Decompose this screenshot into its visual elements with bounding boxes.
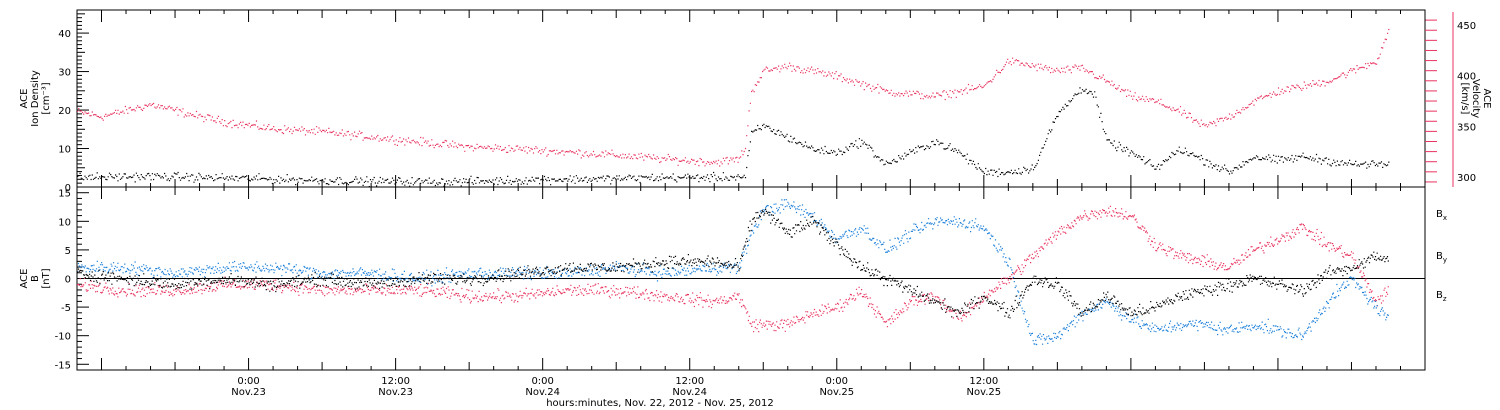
legend-bx: Bx (1436, 209, 1447, 222)
density-tick-label: 0 (65, 183, 71, 194)
b-axis-label-line: ACE (19, 269, 30, 289)
velocity-tick-label: 350 (1457, 122, 1476, 133)
density-tick-label: 40 (58, 29, 71, 40)
density-series-points (77, 87, 1390, 188)
bx-series-points (77, 208, 1389, 319)
x-tick-date: Nov.23 (378, 387, 413, 398)
density-axis-label-line: Ion Density (30, 70, 41, 127)
x-tick-date: Nov.25 (967, 387, 1002, 398)
velocity-series-points (77, 28, 1390, 167)
b-tick-label: 5 (65, 246, 71, 257)
velocity-tick-label: 450 (1457, 21, 1476, 32)
b-axis-label-line: [nT] (41, 268, 52, 288)
legend-by: By (1436, 251, 1447, 264)
x-tick-date: Nov.24 (672, 387, 707, 398)
x-tick-date: Nov.24 (525, 387, 560, 398)
velocity-axis-label-line: Velocity (1470, 79, 1481, 118)
legend-main: B (1436, 290, 1443, 301)
b-axis-label-line: B (30, 275, 41, 282)
density-axis-title: ACE Ion Density [cm⁻³] (19, 70, 52, 127)
x-tick-time: 12:00 (675, 376, 704, 387)
velocity-tick-label: 400 (1457, 72, 1476, 83)
bx-series (77, 208, 1389, 319)
x-tick-time: 12:00 (381, 376, 410, 387)
x-tick-time: 0:00 (826, 376, 848, 387)
density-tick-label: 10 (58, 145, 71, 156)
b-tick-label: 10 (58, 217, 71, 228)
b-tick-label: -5 (61, 303, 71, 314)
legend-main: B (1436, 209, 1443, 220)
velocity-axis-label-line: [km/s] (1459, 83, 1470, 115)
x-axis-title: hours:minutes, Nov. 22, 2012 - Nov. 25, … (546, 398, 774, 409)
top-panel-frame (76, 9, 1426, 188)
b-axis-title: ACE B [nT] (19, 268, 52, 288)
b-tick-label: -15 (55, 360, 71, 371)
legend-main: B (1436, 251, 1443, 262)
legend-sub: y (1443, 256, 1447, 264)
x-tick-time: 0:00 (531, 376, 553, 387)
density-axis-label-line: [cm⁻³] (41, 82, 52, 114)
density-tick-label: 30 (58, 68, 71, 79)
x-tick-time: 12:00 (969, 376, 998, 387)
legend-sub: z (1443, 295, 1447, 303)
x-tick-date: Nov.23 (231, 387, 266, 398)
density-tick-label: 20 (58, 106, 71, 117)
velocity-tick-label: 300 (1457, 173, 1476, 184)
velocity-axis-label-line: ACE (1481, 89, 1492, 109)
b-tick-label: 15 (58, 189, 71, 200)
density-axis-label-line: ACE (19, 89, 30, 109)
by-series (77, 199, 1389, 346)
b-tick-label: -10 (55, 332, 71, 343)
by-series-points (77, 199, 1389, 346)
bz-series-points (77, 205, 1389, 333)
velocity-series (77, 28, 1390, 167)
legend-sub: x (1443, 214, 1447, 222)
density-series (77, 87, 1390, 188)
legend-bz: Bz (1436, 290, 1447, 303)
x-tick-time: 0:00 (237, 376, 259, 387)
bz-series (77, 205, 1389, 333)
x-tick-date: Nov.25 (819, 387, 854, 398)
b-tick-label: 0 (65, 275, 71, 286)
